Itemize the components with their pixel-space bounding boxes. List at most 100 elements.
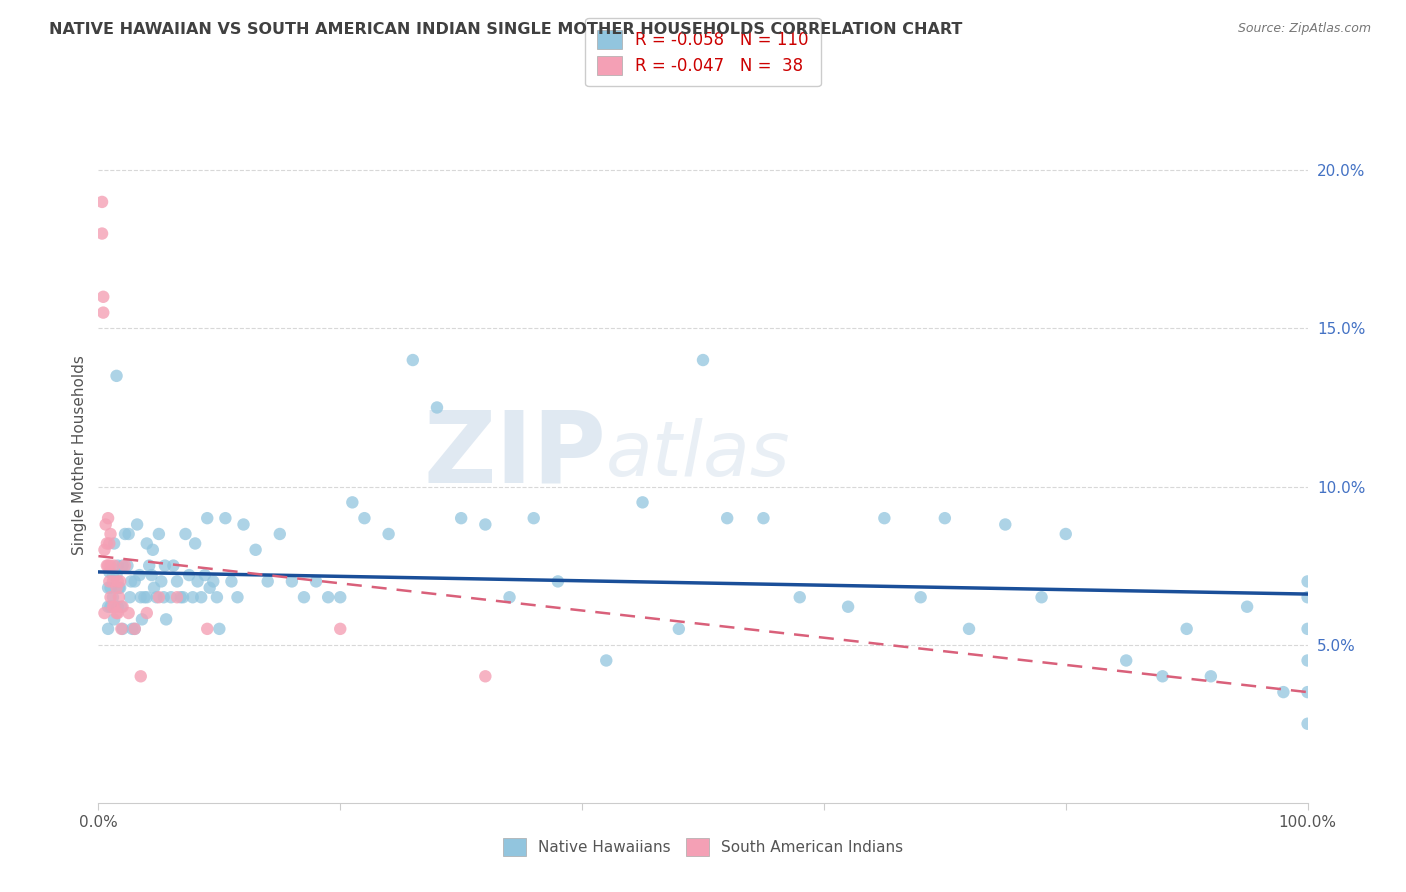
Point — [1199, 669, 1222, 683]
Point — [1296, 685, 1319, 699]
Point — [97, 511, 120, 525]
Point — [97, 558, 120, 573]
Point — [110, 599, 132, 614]
Point — [179, 568, 201, 582]
Point — [595, 653, 617, 667]
Point — [692, 353, 714, 368]
Point — [166, 591, 188, 605]
Point — [100, 591, 122, 605]
Point — [129, 591, 152, 605]
Point — [1175, 622, 1198, 636]
Point — [547, 574, 569, 589]
Point — [474, 517, 496, 532]
Point — [101, 599, 124, 614]
Point — [107, 558, 129, 573]
Point — [100, 599, 122, 614]
Point — [103, 558, 125, 573]
Point — [100, 581, 122, 595]
Point — [105, 606, 128, 620]
Point — [1296, 591, 1319, 605]
Point — [107, 599, 129, 614]
Point — [114, 527, 136, 541]
Point — [668, 622, 690, 636]
Point — [91, 290, 114, 304]
Point — [105, 368, 128, 383]
Point — [105, 568, 128, 582]
Point — [150, 574, 173, 589]
Point — [1272, 685, 1295, 699]
Point — [127, 517, 149, 532]
Point — [155, 612, 177, 626]
Point — [96, 536, 118, 550]
Point — [837, 599, 859, 614]
Point — [194, 568, 217, 582]
Text: atlas: atlas — [606, 418, 790, 491]
Point — [221, 574, 243, 589]
Point — [131, 612, 153, 626]
Point — [716, 511, 738, 525]
Point — [789, 591, 811, 605]
Point — [118, 591, 141, 605]
Point — [160, 591, 183, 605]
Text: Source: ZipAtlas.com: Source: ZipAtlas.com — [1237, 22, 1371, 36]
Point — [108, 581, 131, 595]
Point — [128, 568, 150, 582]
Point — [329, 622, 352, 636]
Point — [256, 574, 278, 589]
Point — [114, 558, 136, 573]
Point — [100, 558, 122, 573]
Point — [135, 591, 157, 605]
Point — [1054, 527, 1077, 541]
Point — [110, 622, 132, 636]
Point — [111, 622, 134, 636]
Point — [187, 574, 209, 589]
Point — [402, 353, 425, 368]
Point — [166, 574, 188, 589]
Point — [1031, 591, 1053, 605]
Point — [523, 511, 546, 525]
Point — [111, 558, 134, 573]
Point — [181, 591, 204, 605]
Point — [474, 669, 496, 683]
Point — [994, 517, 1017, 532]
Point — [1115, 653, 1137, 667]
Point — [184, 536, 207, 550]
Point — [631, 495, 654, 509]
Point — [305, 574, 328, 589]
Point — [103, 536, 125, 550]
Point — [1296, 622, 1319, 636]
Point — [190, 591, 212, 605]
Y-axis label: Single Mother Households: Single Mother Households — [72, 355, 87, 555]
Point — [292, 591, 315, 605]
Point — [135, 536, 157, 550]
Point — [134, 591, 156, 605]
Point — [873, 511, 896, 525]
Point — [174, 527, 197, 541]
Point — [450, 511, 472, 525]
Point — [162, 558, 184, 573]
Point — [93, 606, 115, 620]
Point — [93, 542, 115, 557]
Point — [108, 574, 131, 589]
Point — [198, 581, 221, 595]
Point — [232, 517, 254, 532]
Point — [752, 511, 775, 525]
Point — [1236, 599, 1258, 614]
Point — [143, 581, 166, 595]
Point — [957, 622, 980, 636]
Point — [152, 591, 174, 605]
Point — [103, 599, 125, 614]
Point — [120, 574, 142, 589]
Point — [138, 558, 160, 573]
Point — [124, 574, 146, 589]
Text: NATIVE HAWAIIAN VS SOUTH AMERICAN INDIAN SINGLE MOTHER HOUSEHOLDS CORRELATION CH: NATIVE HAWAIIAN VS SOUTH AMERICAN INDIAN… — [49, 22, 963, 37]
Point — [94, 517, 117, 532]
Point — [129, 669, 152, 683]
Point — [108, 591, 131, 605]
Point — [97, 622, 120, 636]
Text: ZIP: ZIP — [423, 407, 606, 503]
Point — [135, 606, 157, 620]
Point — [97, 581, 120, 595]
Point — [148, 527, 170, 541]
Point — [107, 606, 129, 620]
